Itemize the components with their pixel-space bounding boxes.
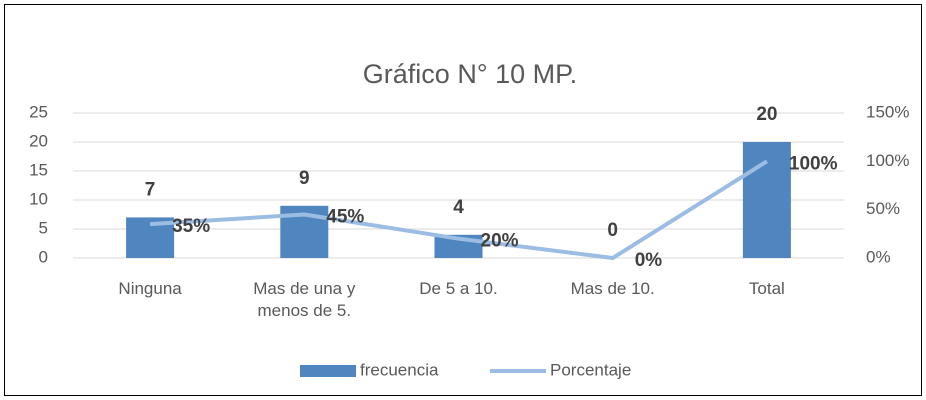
x-tick-label: Total xyxy=(748,279,785,298)
x-tick-label: De 5 a 10. xyxy=(419,279,498,298)
y2-tick-label: 0% xyxy=(866,247,891,266)
line-value-label: 45% xyxy=(326,207,364,228)
line-value-label: 35% xyxy=(172,216,210,237)
line-value-label: 20% xyxy=(481,231,519,252)
y-tick-label: 15 xyxy=(29,160,48,179)
bar-value-label: 4 xyxy=(453,197,464,218)
bar-value-label: 0 xyxy=(607,220,618,241)
line xyxy=(149,159,768,260)
bar-value-label: 20 xyxy=(756,104,777,125)
x-tick-label: Mas de 10. xyxy=(570,279,655,298)
y2-tick-label: 150% xyxy=(866,102,909,121)
line-value-label: 100% xyxy=(789,153,838,174)
y2-tick-label: 50% xyxy=(866,199,900,218)
chart-title: Gráfico N° 10 MP. xyxy=(363,59,577,89)
y-tick-label: 20 xyxy=(29,131,48,150)
y-tick-label: 0 xyxy=(39,247,48,266)
legend-label: frecuencia xyxy=(360,360,439,379)
y2-tick-label: 100% xyxy=(866,151,909,170)
legend-swatch xyxy=(300,365,356,377)
bar-value-label: 7 xyxy=(145,179,156,200)
legend-label: Porcentaje xyxy=(550,360,631,379)
y-tick-label: 10 xyxy=(29,189,48,208)
bar xyxy=(742,142,791,258)
x-tick-label: Ninguna xyxy=(118,279,182,298)
y-tick-label: 25 xyxy=(29,102,48,121)
bar-value-label: 9 xyxy=(299,168,310,189)
x-tick-label: Mas de una y menos de 5. xyxy=(253,279,356,320)
line-value-label: 0% xyxy=(635,250,663,271)
y-tick-label: 5 xyxy=(39,218,48,237)
